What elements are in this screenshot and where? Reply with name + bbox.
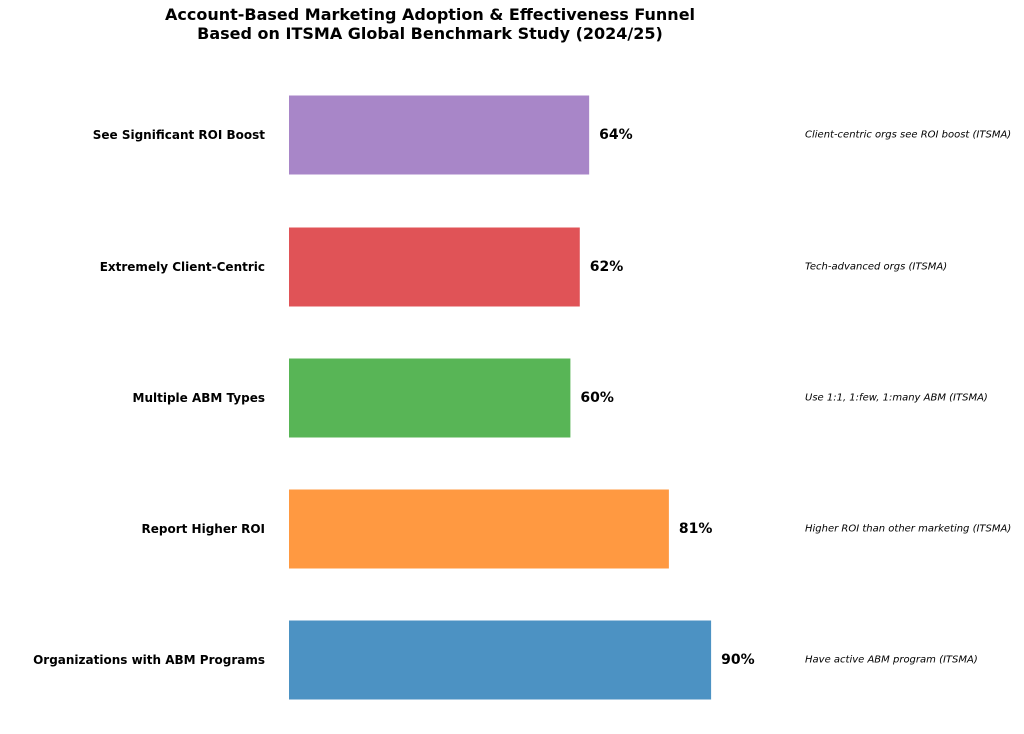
bar — [289, 227, 580, 307]
chart-subtitle: Based on ITSMA Global Benchmark Study (2… — [197, 24, 663, 43]
category-label: Extremely Client-Centric — [100, 260, 265, 274]
value-label: 64% — [599, 127, 633, 143]
annotation-label: Use 1:1, 1:few, 1:many ABM (ITSMA) — [805, 393, 988, 404]
value-label: 60% — [580, 390, 614, 406]
annotation-label: Tech-advanced orgs (ITSMA) — [805, 262, 947, 273]
bar — [289, 95, 590, 175]
category-label: Multiple ABM Types — [133, 391, 265, 405]
value-label: 81% — [679, 521, 713, 537]
annotation-label: Client-centric orgs see ROI boost (ITSMA… — [805, 130, 1011, 141]
bar — [289, 358, 571, 438]
category-label: See Significant ROI Boost — [93, 128, 266, 142]
value-label: 90% — [721, 652, 755, 668]
bar — [289, 620, 712, 700]
category-label: Report Higher ROI — [142, 522, 265, 536]
chart-title: Account-Based Marketing Adoption & Effec… — [165, 5, 695, 24]
value-label: 62% — [590, 259, 624, 275]
annotation-label: Higher ROI than other marketing (ITSMA) — [805, 524, 1011, 535]
bar — [289, 489, 669, 569]
category-label: Organizations with ABM Programs — [33, 653, 265, 667]
annotation-label: Have active ABM program (ITSMA) — [805, 655, 978, 666]
